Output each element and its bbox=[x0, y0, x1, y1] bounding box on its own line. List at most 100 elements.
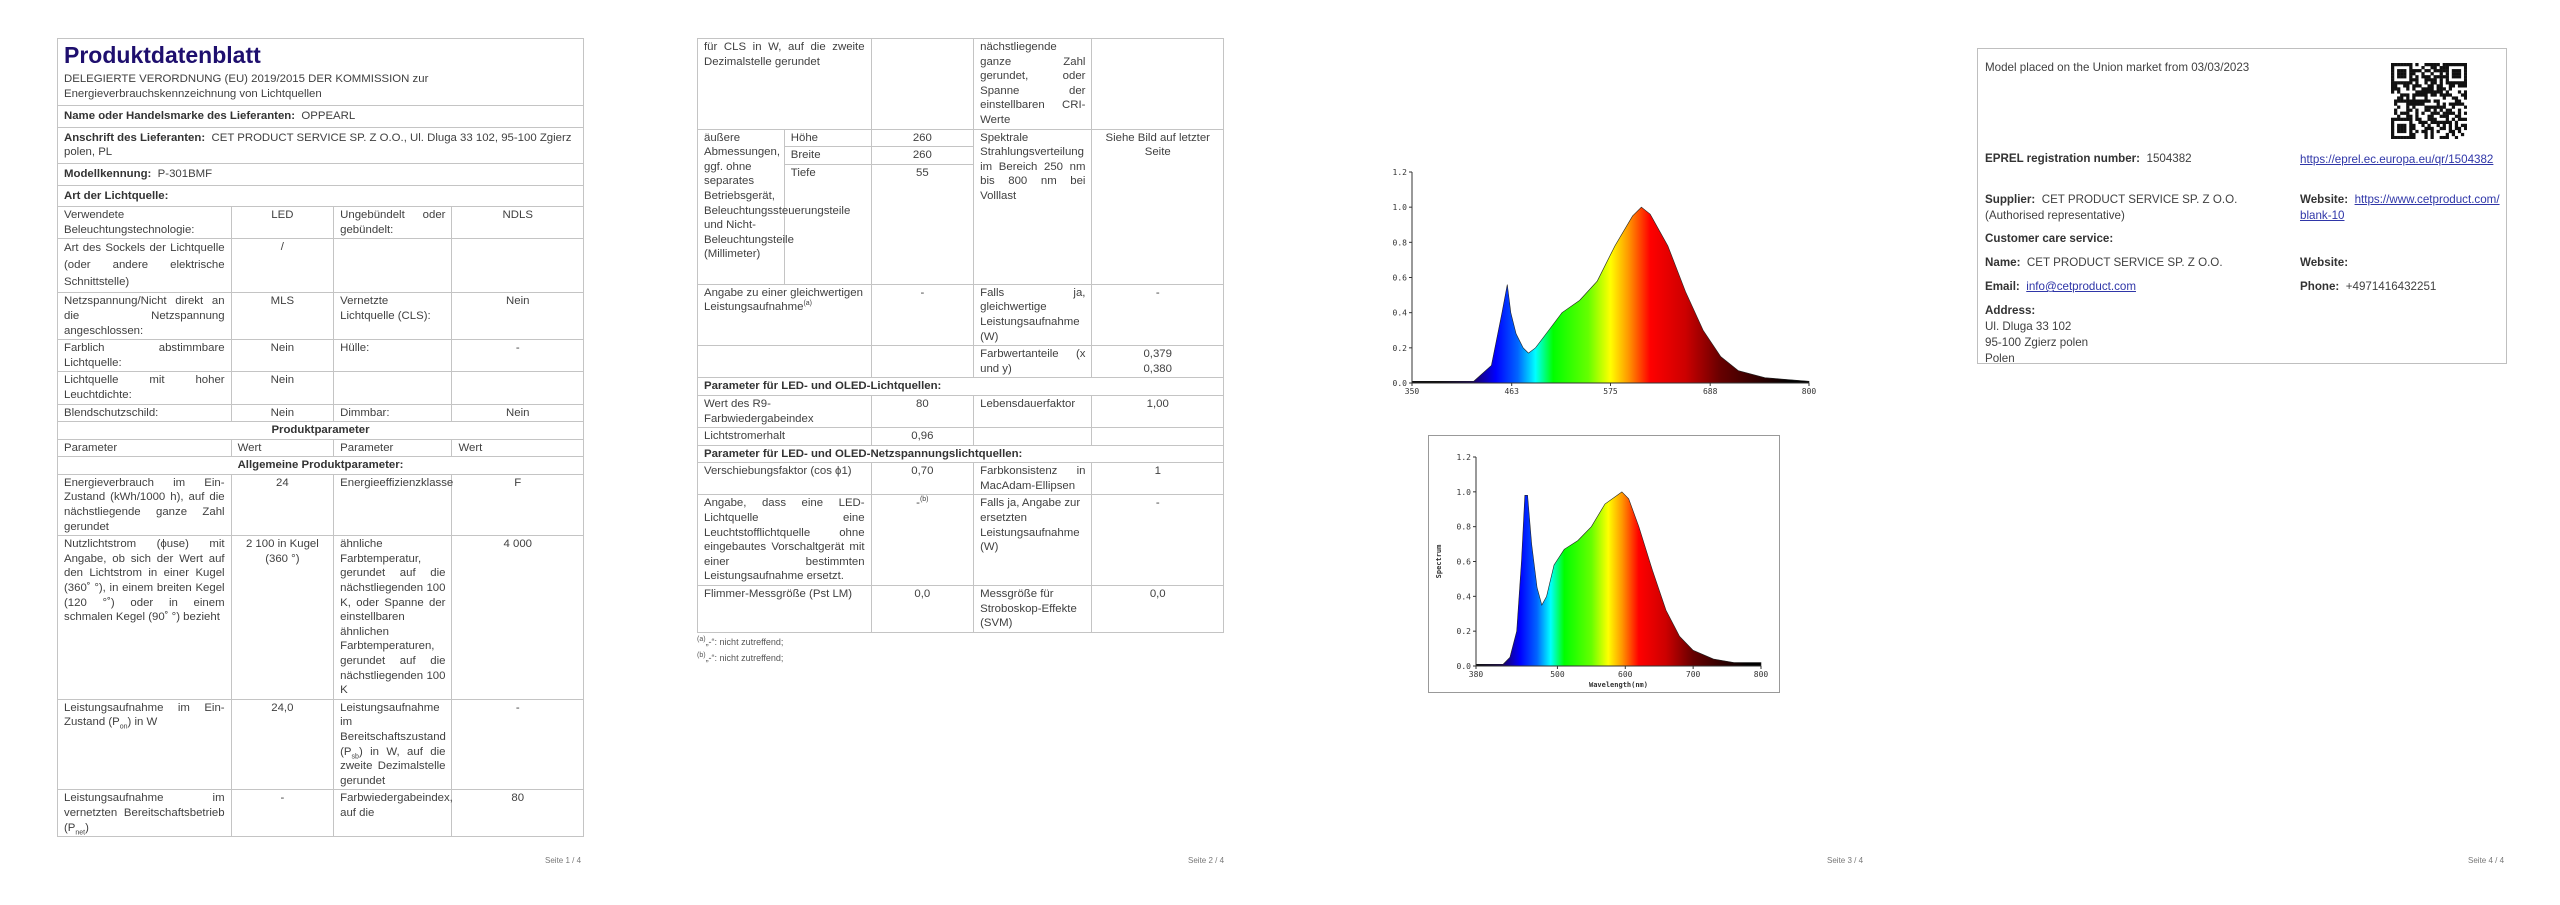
cell: Verwendete Beleuchtungstechnologie: bbox=[57, 206, 232, 240]
qr-module bbox=[2433, 81, 2437, 85]
supplier-website: Website: https://www.cetproduct.com/blan… bbox=[2300, 192, 2500, 224]
qr-module bbox=[2454, 96, 2459, 100]
qr-module bbox=[2445, 90, 2449, 94]
qr-module bbox=[2454, 102, 2459, 106]
website-link[interactable]: https://www.cetproduct.com/blank-10 bbox=[2300, 193, 2500, 222]
qr-module bbox=[2424, 132, 2428, 137]
qr-module bbox=[2409, 78, 2413, 82]
cell: Leistungsaufnahme im Ein-Zustand (Pon) i… bbox=[57, 698, 232, 791]
qr-module bbox=[2424, 135, 2428, 139]
qr-module bbox=[2445, 81, 2449, 85]
model-row: Modellkennung: P-301BMF bbox=[57, 162, 584, 186]
qr-module bbox=[2445, 75, 2449, 79]
address-line: 95-100 Zgierz polen bbox=[1985, 336, 2089, 349]
cell: Vernetzte Lichtquelle (CLS): bbox=[333, 292, 453, 341]
cell: Lichtquelle mit hoher Leuchtdichte: bbox=[57, 371, 232, 405]
x-tick-label: 575 bbox=[1603, 387, 1618, 396]
qr-module bbox=[2415, 117, 2419, 121]
dimension-label: Höhe bbox=[783, 128, 872, 148]
spectrum-area bbox=[1475, 491, 1762, 667]
cell: - bbox=[451, 698, 584, 791]
qr-module bbox=[2412, 96, 2416, 100]
qr-module bbox=[2445, 117, 2449, 121]
qr-module bbox=[2421, 102, 2425, 106]
qr-module bbox=[2400, 72, 2404, 76]
qr-module bbox=[2406, 84, 2410, 88]
value: OPPEARL bbox=[301, 110, 356, 123]
qr-module bbox=[2400, 75, 2404, 79]
footnote-mark: (b) bbox=[697, 651, 706, 659]
label: Anschrift des Lieferanten: bbox=[64, 131, 206, 144]
qr-module bbox=[2448, 111, 2452, 115]
qr-module bbox=[2427, 105, 2431, 109]
qr-module bbox=[2451, 75, 2456, 79]
qr-module bbox=[2445, 63, 2449, 67]
cell: Nein bbox=[451, 292, 584, 341]
table-row: Angabe zu einer gleichwertigen Leistungs… bbox=[697, 283, 1224, 347]
cell: Dimmbar: bbox=[333, 403, 453, 423]
qr-module bbox=[2427, 87, 2431, 91]
qr-module bbox=[2460, 117, 2465, 121]
qr-module bbox=[2430, 63, 2434, 67]
qr-module bbox=[2430, 111, 2434, 115]
qr-module bbox=[2448, 87, 2452, 91]
qr-module bbox=[2409, 120, 2413, 124]
dimension-value: 260 bbox=[870, 128, 975, 148]
qr-module bbox=[2445, 120, 2449, 124]
cell: Ungebündelt oder gebündelt: bbox=[333, 206, 453, 240]
qr-module bbox=[2391, 126, 2395, 131]
cell bbox=[1091, 38, 1224, 130]
qr-module bbox=[2451, 132, 2456, 137]
cell: Lebensdauerfaktor bbox=[973, 394, 1093, 429]
spectrum-area bbox=[1411, 206, 1810, 384]
footnote-mark: (a) bbox=[697, 635, 706, 643]
label: Name oder Handelsmarke des Lieferanten: bbox=[64, 110, 296, 123]
qr-module bbox=[2391, 63, 2395, 67]
qr-module bbox=[2451, 105, 2456, 109]
qr-module bbox=[2451, 102, 2456, 106]
qr-module bbox=[2439, 108, 2443, 112]
cell bbox=[973, 427, 1093, 446]
footnote-text: „-“: nicht zutreffend; bbox=[705, 636, 784, 647]
qr-module bbox=[2457, 99, 2462, 103]
qr-module bbox=[2397, 69, 2401, 73]
qr-module bbox=[2415, 108, 2419, 112]
dimension-value: 260 bbox=[870, 146, 975, 165]
qr-module bbox=[2436, 75, 2440, 79]
qr-module bbox=[2421, 123, 2425, 128]
cell bbox=[870, 345, 975, 379]
value: 0,380 bbox=[1143, 362, 1172, 375]
qr-module bbox=[2427, 108, 2431, 112]
qr-module bbox=[2430, 72, 2434, 76]
qr-module bbox=[2412, 78, 2416, 82]
qr-module bbox=[2391, 87, 2395, 91]
table-row: Wert des R9-Farbwiedergabeindex 80 Lebensd… bbox=[697, 394, 1224, 429]
qr-module bbox=[2412, 132, 2416, 137]
qr-module bbox=[2451, 69, 2456, 73]
table-row: Verwendete Beleuchtungstechnologie: LED Un… bbox=[57, 206, 584, 240]
table-row: Energieverbrauch im Ein-Zustand (kWh/100… bbox=[57, 473, 584, 537]
qr-module bbox=[2409, 102, 2413, 106]
cell: - bbox=[451, 339, 584, 373]
qr-module bbox=[2430, 114, 2434, 118]
qr-module bbox=[2403, 117, 2407, 121]
supplier-name-row: Name oder Handelsmarke des Lieferanten: … bbox=[57, 105, 584, 128]
qr-module bbox=[2409, 129, 2413, 134]
qr-module bbox=[2457, 102, 2462, 106]
x-tick-label: 700 bbox=[1686, 670, 1701, 679]
email-link[interactable]: info@cetproduct.com bbox=[2026, 280, 2136, 293]
qr-module bbox=[2415, 102, 2419, 106]
qr-module bbox=[2406, 93, 2410, 97]
eprel-link[interactable]: https://eprel.ec.europa.eu/qr/1504382 bbox=[2300, 153, 2494, 166]
table-row: Verschiebungsfaktor (cos ϕ1) 0,70 Farbkons… bbox=[697, 462, 1224, 496]
qr-module bbox=[2430, 84, 2434, 88]
qr-module bbox=[2439, 120, 2443, 124]
qr-module bbox=[2442, 102, 2446, 106]
regulation-subtitle: DELEGIERTE VERORDNUNG (EU) 2019/2015 DER… bbox=[64, 72, 577, 101]
cell: - bbox=[1091, 494, 1224, 587]
qr-module bbox=[2391, 90, 2395, 94]
cell: 80 bbox=[451, 789, 584, 838]
qr-module bbox=[2406, 96, 2410, 100]
value: +4971416432251 bbox=[2345, 280, 2437, 293]
cell: Farblich abstimmbare Lichtquelle: bbox=[57, 339, 232, 373]
